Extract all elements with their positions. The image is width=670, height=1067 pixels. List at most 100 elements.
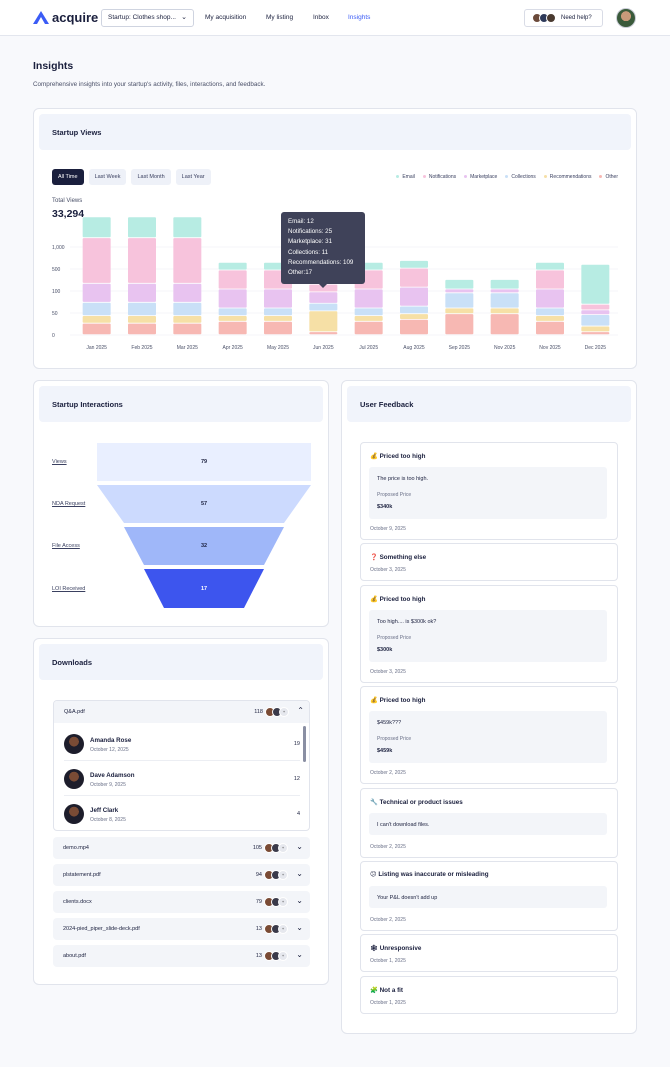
bar-segment[interactable] — [264, 316, 292, 321]
expanded-file-header[interactable]: Q&A.pdf 118 + ⌃ — [54, 701, 309, 723]
bar-segment[interactable] — [581, 310, 610, 315]
bar-segment[interactable] — [173, 238, 202, 283]
chevron-down-icon[interactable]: ⌄ — [296, 923, 303, 932]
legend-item[interactable]: Marketplace — [464, 174, 497, 180]
bar-segment[interactable] — [536, 289, 564, 308]
chevron-up-icon[interactable]: ⌃ — [297, 706, 304, 715]
bar-segment[interactable] — [354, 308, 383, 316]
bar-segment[interactable] — [490, 293, 519, 308]
bar-segment[interactable] — [128, 283, 156, 302]
bar-segment[interactable] — [445, 308, 474, 314]
download-file-row[interactable]: demo.mp4 105 + ⌄ — [53, 837, 310, 859]
download-file-row[interactable]: about.pdf 13 + ⌄ — [53, 945, 310, 967]
bar-segment[interactable] — [445, 279, 474, 289]
bar-segment[interactable] — [354, 321, 383, 335]
chevron-down-icon[interactable]: ⌄ — [296, 869, 303, 878]
funnel-stage-file-access[interactable] — [124, 527, 284, 565]
legend-item[interactable]: Other — [599, 174, 618, 180]
bar-segment[interactable] — [173, 302, 202, 316]
chevron-down-icon[interactable]: ⌄ — [296, 950, 303, 959]
bar-segment[interactable] — [218, 289, 247, 308]
funnel-stage-views[interactable] — [97, 443, 311, 481]
bar-segment[interactable] — [581, 326, 610, 332]
bar-segment[interactable] — [82, 323, 111, 335]
bar-segment[interactable] — [82, 316, 111, 323]
bar-segment[interactable] — [354, 316, 383, 321]
bar-segment[interactable] — [445, 314, 474, 335]
bar-segment[interactable] — [400, 314, 428, 319]
bar-segment[interactable] — [309, 284, 338, 292]
bar-segment[interactable] — [173, 323, 202, 335]
bar-segment[interactable] — [400, 319, 428, 335]
funnel-label-views[interactable]: Views — [52, 459, 67, 465]
bar-segment[interactable] — [173, 316, 202, 323]
bar-segment[interactable] — [490, 279, 519, 289]
download-file-row[interactable]: plstatement.pdf 94 + ⌄ — [53, 864, 310, 886]
funnel-stage-loi[interactable] — [144, 569, 264, 608]
funnel-label-nda[interactable]: NDA Request — [52, 501, 86, 507]
bar-segment[interactable] — [400, 306, 428, 314]
bar-segment[interactable] — [128, 302, 156, 316]
bar-segment[interactable] — [536, 321, 564, 335]
bar-segment[interactable] — [445, 289, 474, 293]
bar-segment[interactable] — [581, 315, 610, 326]
bar-segment[interactable] — [173, 217, 202, 238]
funnel-label-file-access[interactable]: File Access — [52, 543, 80, 549]
funnel-label-loi[interactable]: LOI Received — [52, 586, 86, 592]
bar-segment[interactable] — [581, 304, 610, 310]
user-avatar[interactable] — [616, 8, 636, 28]
bar-segment[interactable] — [218, 321, 247, 335]
scrollbar-thumb[interactable] — [303, 726, 306, 762]
chevron-down-icon[interactable]: ⌄ — [296, 842, 303, 851]
download-file-row[interactable]: 2024-pied_piper_slide-deck.pdf 13 + ⌄ — [53, 918, 310, 940]
chevron-down-icon[interactable]: ⌄ — [296, 896, 303, 905]
funnel-stage-nda[interactable] — [97, 485, 311, 523]
bar-segment[interactable] — [218, 262, 247, 270]
bar-segment[interactable] — [128, 217, 156, 238]
bar-segment[interactable] — [536, 262, 564, 270]
download-file-row[interactable]: clients.docx 79 + ⌄ — [53, 891, 310, 913]
bar-segment[interactable] — [173, 283, 202, 302]
bar-segment[interactable] — [128, 316, 156, 323]
bar-segment[interactable] — [490, 314, 519, 335]
bar-segment[interactable] — [354, 289, 383, 308]
legend-item[interactable]: Email — [396, 174, 415, 180]
bar-segment[interactable] — [400, 260, 428, 268]
nav-insights[interactable]: Insights — [348, 14, 371, 21]
bar-segment[interactable] — [445, 293, 474, 308]
bar-segment[interactable] — [309, 303, 338, 311]
bar-segment[interactable] — [82, 302, 111, 316]
bar-segment[interactable] — [400, 287, 428, 306]
bar-segment[interactable] — [581, 264, 610, 304]
bar-segment[interactable] — [581, 332, 610, 335]
bar-segment[interactable] — [82, 238, 111, 283]
bar-segment[interactable] — [400, 268, 428, 287]
filter-last-week[interactable]: Last Week — [88, 169, 127, 185]
bar-segment[interactable] — [264, 321, 292, 335]
bar-segment[interactable] — [264, 308, 292, 316]
nav-my-listing[interactable]: My listing — [266, 14, 294, 21]
need-help-button[interactable]: Need help? — [524, 9, 603, 27]
bar-segment[interactable] — [82, 283, 111, 302]
nav-inbox[interactable]: Inbox — [313, 14, 329, 21]
bar-segment[interactable] — [536, 316, 564, 321]
bar-segment[interactable] — [82, 217, 111, 238]
nav-my-acquisition[interactable]: My acquisition — [205, 14, 247, 21]
bar-segment[interactable] — [218, 308, 247, 316]
startup-select[interactable]: Startup: Clothes shop... ⌄ — [101, 9, 194, 27]
bar-segment[interactable] — [309, 292, 338, 303]
filter-last-year[interactable]: Last Year — [175, 169, 211, 185]
bar-segment[interactable] — [128, 323, 156, 335]
legend-item[interactable]: Recommendations — [543, 174, 591, 180]
filter-all-time[interactable]: All Time — [52, 169, 84, 185]
bar-segment[interactable] — [218, 316, 247, 321]
bar-segment[interactable] — [218, 270, 247, 289]
bar-segment[interactable] — [128, 238, 156, 283]
bar-segment[interactable] — [264, 289, 292, 308]
bar-segment[interactable] — [536, 308, 564, 316]
acquire-logo[interactable]: acquire — [33, 10, 98, 25]
legend-item[interactable]: Collections — [505, 174, 536, 180]
bar-segment[interactable] — [536, 270, 564, 289]
bar-segment[interactable] — [309, 332, 338, 335]
filter-last-month[interactable]: Last Month — [131, 169, 171, 185]
